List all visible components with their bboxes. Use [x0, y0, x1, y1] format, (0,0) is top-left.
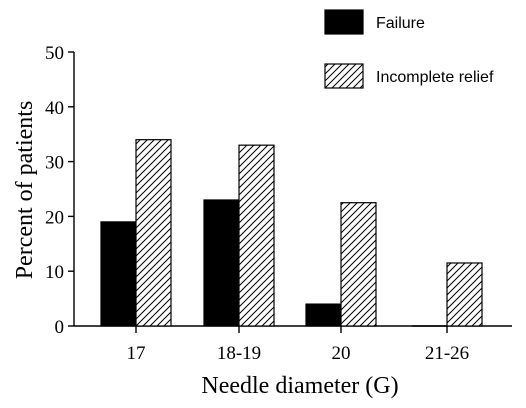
y-tick-label: 20 — [45, 207, 64, 228]
x-tick-label: 17 — [127, 343, 146, 364]
bar-failure — [203, 199, 240, 327]
bar-incomplete-relief — [135, 139, 172, 327]
y-tick-label: 10 — [45, 262, 64, 283]
legend-label-failure: Failure — [376, 15, 425, 32]
x-tick-label: 21-26 — [425, 343, 469, 364]
bar-incomplete-relief — [238, 144, 275, 327]
x-axis-title: Needle diameter (G) — [201, 373, 398, 399]
bar-failure — [305, 303, 342, 327]
y-axis: 0 10 20 30 40 50 — [45, 43, 75, 338]
x-axis: 17 18-19 20 21-26 — [74, 325, 512, 364]
bars — [100, 139, 483, 327]
bar-failure — [100, 221, 137, 327]
y-axis-title: Percent of patients — [12, 101, 38, 280]
y-tick-label: 30 — [45, 153, 64, 174]
y-tick-label: 40 — [45, 98, 64, 119]
legend: Failure Incomplete relief — [324, 9, 494, 89]
legend-label-incomplete-relief: Incomplete relief — [376, 69, 494, 86]
bar-incomplete-relief — [340, 202, 377, 327]
x-tick-label: 18-19 — [217, 343, 261, 364]
y-tick-label: 50 — [45, 43, 64, 64]
x-tick-label: 20 — [332, 343, 351, 364]
bar-incomplete-relief — [446, 262, 483, 327]
y-tick-label: 0 — [55, 317, 65, 338]
legend-swatch-failure — [324, 9, 364, 35]
legend-swatch-incomplete-relief — [324, 63, 364, 89]
